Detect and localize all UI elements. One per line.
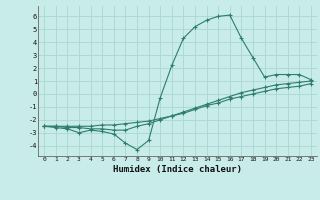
X-axis label: Humidex (Indice chaleur): Humidex (Indice chaleur) (113, 165, 242, 174)
